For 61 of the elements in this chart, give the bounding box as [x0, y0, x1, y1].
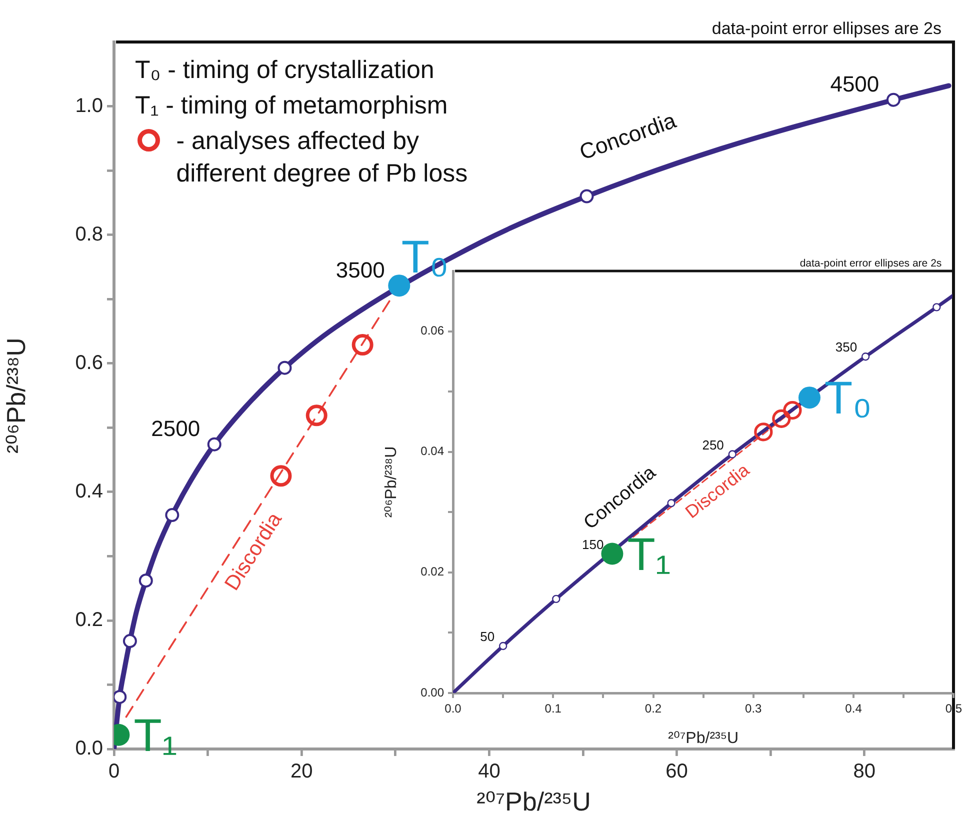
- annotation: 3500: [336, 257, 385, 282]
- y-tick-label: 0.4: [75, 480, 103, 502]
- y-tick-label: 0.6: [75, 352, 103, 374]
- y-tick-label: 0.00: [420, 685, 444, 700]
- point: [278, 360, 292, 375]
- y-axis-title: ²⁰⁶Pb/²³⁸U: [0, 338, 31, 454]
- y-axis-title: ²⁰⁶Pb/²³⁸U: [383, 446, 400, 518]
- point: [306, 404, 328, 426]
- point: [861, 352, 870, 361]
- annotation: T₁ - timing of metamorphism: [135, 92, 448, 120]
- x-tick-label: 0.3: [745, 702, 762, 716]
- annotation: T₀ - timing of crystallization: [135, 56, 434, 84]
- x-tick-label: 0.4: [845, 702, 862, 716]
- point: [498, 642, 508, 650]
- y-tick-label: 0.02: [420, 564, 444, 579]
- x-tick-label: 0: [108, 760, 120, 783]
- annotation: 50: [480, 629, 495, 644]
- x-tick-label: 40: [478, 760, 500, 783]
- point: [728, 450, 736, 458]
- annotation: 250: [702, 437, 724, 452]
- series-label: T₀: [401, 230, 449, 283]
- annotation: 350: [835, 340, 858, 355]
- annotation: 150: [582, 536, 604, 552]
- x-tick-label: 60: [666, 760, 688, 783]
- point: [165, 508, 180, 522]
- y-tick-label: 0.0: [75, 738, 103, 760]
- x-tick-label: 0.1: [544, 702, 562, 716]
- point: [886, 92, 900, 107]
- point: [667, 499, 676, 508]
- point: [138, 574, 153, 588]
- legend-label: - analyses affected by different degree of Pb loss: [176, 127, 468, 188]
- point: [580, 189, 594, 204]
- point: [783, 400, 802, 420]
- y-tick-label: 0.06: [420, 324, 444, 338]
- point: [798, 386, 820, 409]
- point: [122, 634, 137, 648]
- y-tick-label: 0.8: [75, 223, 103, 246]
- x-axis-title: ²⁰⁷Pb/²³⁵U: [668, 730, 739, 747]
- point: [114, 690, 127, 704]
- point: [772, 409, 791, 428]
- x-axis-title: ²⁰⁷Pb/²³⁵U: [476, 786, 591, 817]
- chart-subtitle: data-point error ellipses are 2s: [712, 19, 942, 38]
- point: [207, 437, 222, 452]
- x-tick-label: 0.2: [644, 702, 662, 716]
- y-tick-label: 1.0: [75, 94, 103, 117]
- point: [552, 594, 560, 604]
- y-tick-label: 0.04: [420, 444, 444, 458]
- x-tick-label: 0.0: [444, 702, 462, 716]
- series-label: T₁: [134, 708, 178, 761]
- x-tick-label: 20: [290, 760, 313, 783]
- x-tick-label: 80: [853, 760, 876, 783]
- point: [932, 303, 941, 312]
- point: [270, 465, 292, 487]
- point: [352, 334, 374, 356]
- series-label: T₁: [627, 528, 671, 580]
- series-label: T₀: [824, 372, 872, 424]
- chart-subtitle: data-point error ellipses are 2s: [800, 258, 942, 270]
- y-tick-label: 0.2: [75, 608, 103, 631]
- point: [754, 422, 773, 442]
- annotation: 2500: [151, 416, 200, 442]
- annotation: 4500: [830, 72, 880, 97]
